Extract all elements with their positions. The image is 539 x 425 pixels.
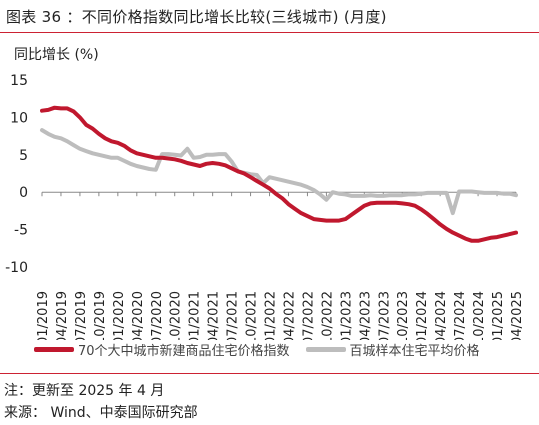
x-tick-label: 04/2021	[207, 291, 222, 340]
x-tick-label: 10/2022	[320, 291, 335, 340]
x-tick-label: 01/2022	[264, 291, 279, 340]
footer-divider	[0, 373, 539, 374]
series-line-sample-price	[40, 128, 518, 216]
x-axis-ticks: 01/2019 04/2019 07/2019 10/2019 01/2020 04/20…	[36, 192, 525, 340]
x-tick-label: 01/2019	[36, 291, 51, 340]
x-tick-label: 04/2025	[510, 291, 525, 340]
x-tick-label: 07/2021	[226, 291, 241, 340]
x-tick-label: 10/2024	[472, 291, 487, 340]
x-tick-label: 04/2022	[282, 291, 297, 340]
x-tick-label: 10/2021	[245, 291, 260, 340]
y-tick-label: 15	[10, 73, 28, 89]
y-tick-label: 10	[10, 110, 28, 126]
x-tick-label: 01/2023	[339, 291, 354, 340]
x-tick-label: 07/2023	[377, 291, 392, 340]
y-tick-label: -5	[14, 223, 28, 239]
legend-item-sample-price: 百城样本住宅平均价格	[305, 340, 480, 359]
y-axis-ticks: 15 10 5 0 -5 -10	[5, 73, 28, 276]
legend-swatch-sample-price	[305, 347, 346, 352]
x-tick-label: 04/2019	[55, 291, 70, 340]
x-tick-label: 01/2024	[415, 291, 430, 340]
x-tick-label: 07/2022	[301, 291, 316, 340]
figure-title: 图表 36 ：不同价格指数同比增长比较(三线城市) (月度)	[6, 8, 387, 26]
x-tick-label: 04/2024	[434, 291, 449, 340]
x-tick-label: 10/2020	[169, 291, 184, 340]
x-tick-label: 01/2021	[188, 291, 203, 340]
x-tick-label: 04/2023	[358, 291, 373, 340]
x-tick-label: 07/2020	[150, 291, 165, 340]
source-note: 来源： Wind、中泰国际研究部	[4, 405, 198, 421]
chart-legend: 70个大中城市新建商品住宅价格指数 百城样本住宅平均价格	[34, 340, 496, 359]
y-tick-label: -10	[5, 260, 28, 276]
x-tick-label: 01/2020	[112, 291, 127, 340]
x-tick-label: 01/2025	[491, 291, 506, 340]
legend-swatch-new-home-index	[34, 347, 74, 352]
legend-label-sample-price: 百城样本住宅平均价格	[349, 344, 480, 359]
y-axis-unit-label: 同比增长 (%)	[14, 47, 99, 63]
y-tick-label: 0	[19, 185, 28, 201]
x-tick-label: 10/2023	[396, 291, 411, 340]
series-lines	[40, 105, 518, 243]
x-tick-label: 10/2019	[93, 291, 108, 340]
series-line-new-home-index	[40, 105, 518, 243]
y-tick-label: 5	[19, 148, 28, 164]
x-tick-label: 04/2020	[131, 291, 146, 340]
legend-item-new-home-index: 70个大中城市新建商品住宅价格指数	[34, 340, 290, 359]
legend-label-new-home-index: 70个大中城市新建商品住宅价格指数	[78, 344, 290, 359]
line-chart: 15 10 5 0 -5 -10 01/2019 04/2019 07/2019 10/2019…	[5, 73, 525, 340]
title-divider	[0, 32, 539, 33]
x-tick-label: 07/2024	[453, 291, 468, 340]
x-tick-label: 07/2019	[74, 291, 89, 340]
footnote: 注：更新至 2025 年 4 月	[4, 383, 165, 399]
